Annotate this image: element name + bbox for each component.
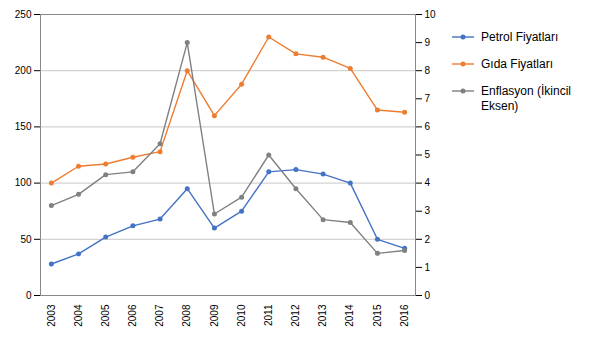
svg-text:3: 3 (425, 205, 431, 216)
svg-text:2014: 2014 (344, 304, 355, 327)
svg-text:2013: 2013 (317, 304, 328, 327)
svg-text:2010: 2010 (236, 304, 247, 327)
svg-text:250: 250 (15, 9, 32, 20)
svg-text:50: 50 (20, 234, 32, 245)
svg-text:200: 200 (15, 65, 32, 76)
svg-text:10: 10 (425, 9, 437, 20)
svg-text:100: 100 (15, 177, 32, 188)
svg-text:2006: 2006 (127, 304, 138, 327)
svg-text:0: 0 (425, 290, 431, 301)
svg-text:0: 0 (26, 290, 32, 301)
svg-text:2009: 2009 (209, 304, 220, 327)
svg-text:2007: 2007 (154, 304, 165, 327)
html-text:Gıda Fiyatları: Gıda Fiyatları (481, 57, 553, 71)
svg-text:8: 8 (425, 65, 431, 76)
svg-text:2005: 2005 (100, 304, 111, 327)
html-text:Petrol Fiyatları: Petrol Fiyatları (481, 30, 559, 44)
svg-text:2003: 2003 (46, 304, 57, 327)
svg-text:7: 7 (425, 93, 431, 104)
svg-text:9: 9 (425, 37, 431, 48)
svg-text:150: 150 (15, 121, 32, 132)
svg-text:1: 1 (425, 262, 431, 273)
svg-text:2004: 2004 (73, 304, 84, 327)
svg-text:2012: 2012 (290, 304, 301, 327)
svg-text:5: 5 (425, 149, 431, 160)
svg-text:2015: 2015 (372, 304, 383, 327)
svg-text:2016: 2016 (399, 304, 410, 327)
html-text:Enflasyon (İkincil Eksen): Enflasyon (İkincil Eksen) (481, 84, 571, 113)
svg-text:6: 6 (425, 121, 431, 132)
svg-text:2008: 2008 (181, 304, 192, 327)
svg-text:2011: 2011 (263, 304, 274, 326)
svg-text:2: 2 (425, 234, 431, 245)
svg-text:4: 4 (425, 177, 431, 188)
